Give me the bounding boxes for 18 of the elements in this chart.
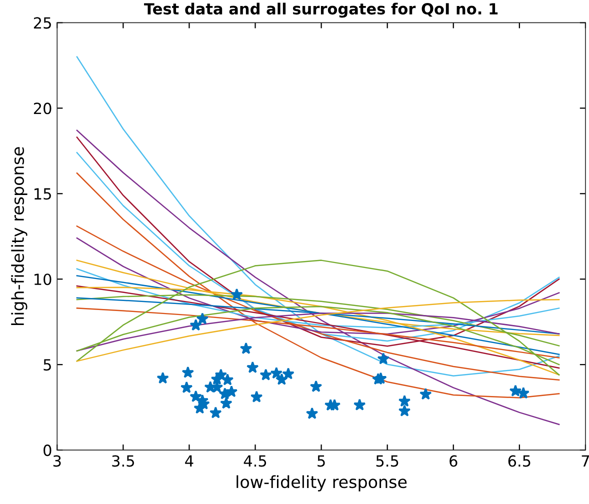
y-tick-label: 20 (34, 102, 52, 114)
y-tick-label: 10 (34, 274, 52, 286)
chart-title: Test data and all surrogates for QoI no. 1 (144, 2, 498, 18)
x-tick-label: 3.5 (112, 455, 134, 467)
y-axis-title: high-fidelity response (11, 147, 28, 326)
x-tick-label: 6 (450, 455, 458, 467)
x-axis-title: low-fidelity response (236, 475, 407, 492)
x-tick-label: 4 (185, 455, 194, 467)
x-tick-label: 5 (318, 455, 325, 467)
y-tick-label: 0 (44, 444, 52, 456)
x-tick-label: 3 (53, 455, 61, 467)
y-tick-label: 5 (44, 359, 51, 371)
y-tick-label: 25 (34, 17, 51, 29)
x-tick-label: 4.5 (244, 455, 266, 467)
x-tick-label: 7 (582, 455, 589, 467)
y-tick-label: 15 (34, 188, 51, 200)
x-tick-label: 5.5 (376, 455, 398, 467)
x-tick-label: 6.5 (508, 455, 530, 467)
